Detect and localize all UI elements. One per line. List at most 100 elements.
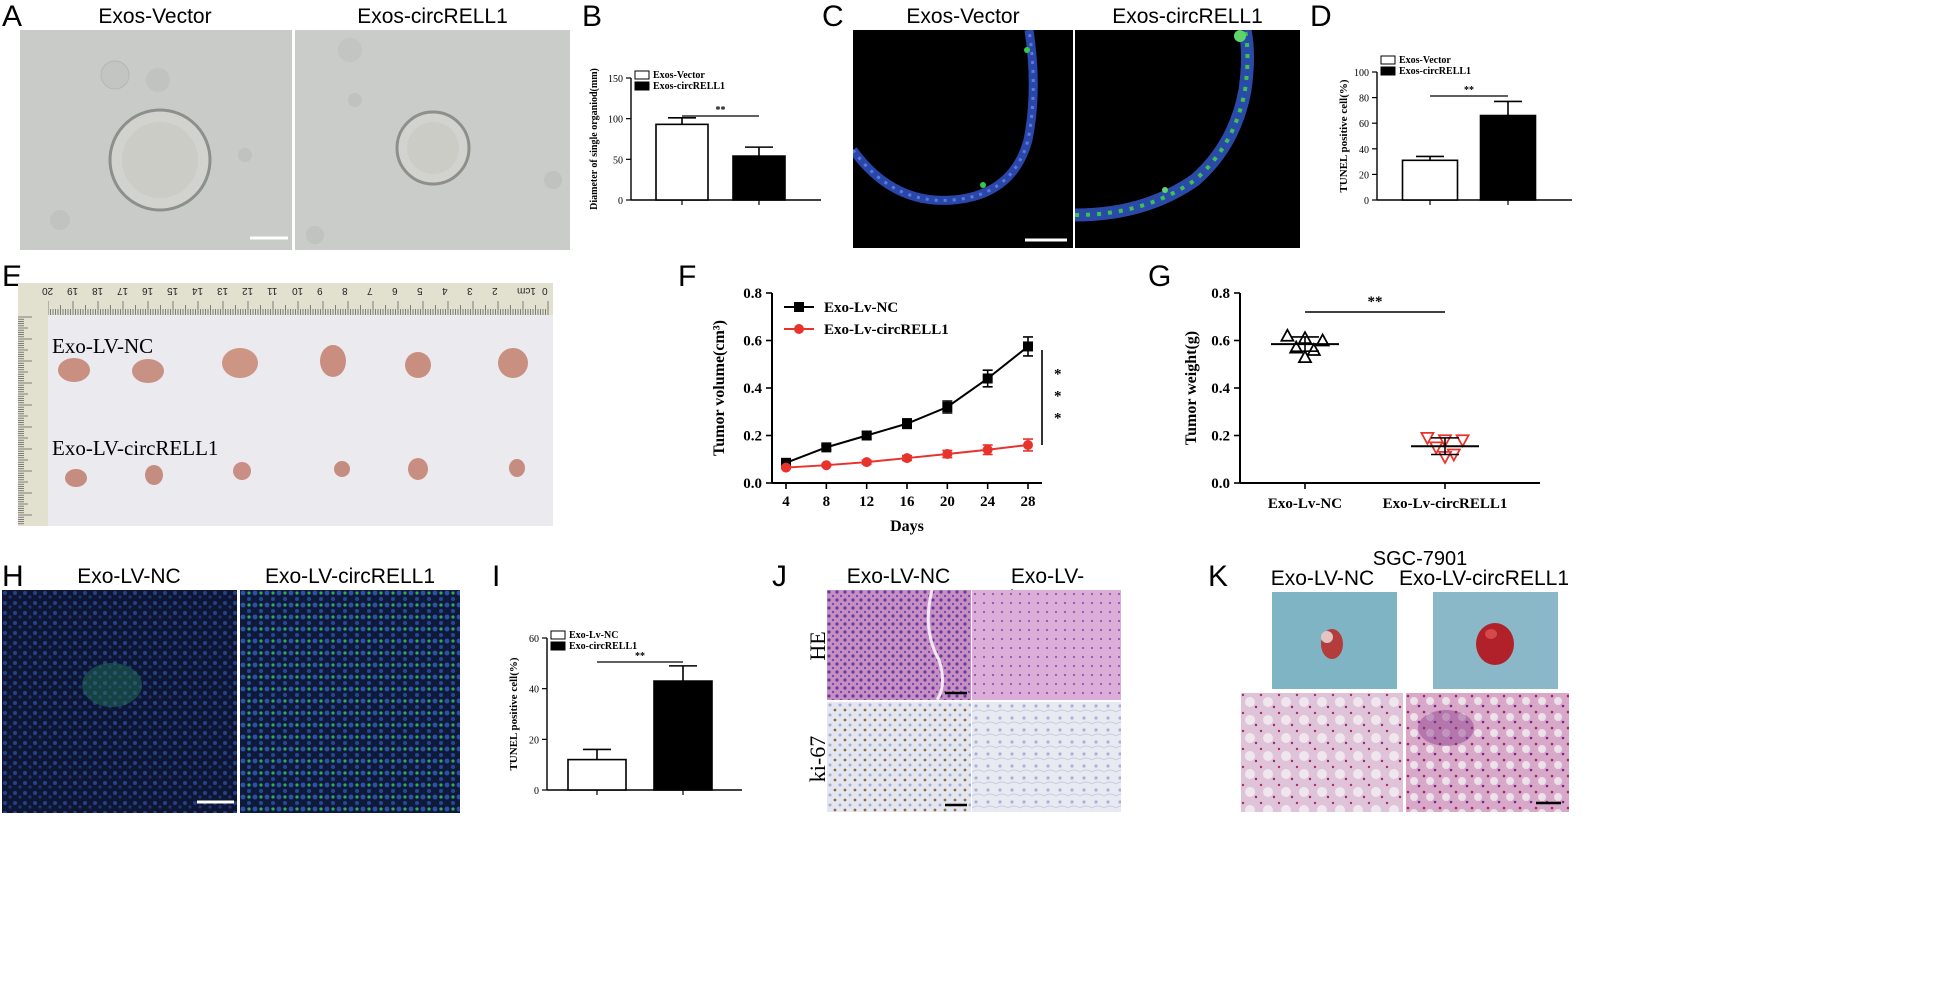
panel-label-i: I <box>492 560 501 593</box>
y-tick-label: 100 <box>608 115 623 126</box>
tunel-tumor-image-nc <box>2 590 237 813</box>
legend-label: Exos-circRELL1 <box>653 81 725 92</box>
y-tick-label: 40 <box>529 685 539 696</box>
ruler-number: 1cm <box>517 285 536 296</box>
panel-label-e: E <box>2 260 23 293</box>
panel-label-f: F <box>678 260 697 293</box>
bar-2 <box>732 155 786 201</box>
significance-marker: * <box>1054 367 1062 383</box>
y-tick-label: 50 <box>613 155 623 166</box>
data-point <box>861 430 872 441</box>
y-axis-label: Tumor weight(g) <box>1183 331 1200 445</box>
lung-he-image-nc <box>1241 693 1403 812</box>
legend-label: Exos-circRELL1 <box>1399 66 1471 77</box>
legend-swatch <box>550 630 566 640</box>
legend-label: Exo-Lv-NC <box>824 300 898 316</box>
y-tick-label: 0.2 <box>743 429 762 445</box>
chart-b: 0 50 100 150 Diameter of single organiod(mm)… <box>589 68 821 210</box>
legend-swatch <box>550 641 566 651</box>
data-point <box>781 462 791 473</box>
y-tick-label: 0 <box>534 786 539 797</box>
significance-marker: ** <box>1464 85 1474 96</box>
panel-k-left-title: Exo-LV-NC <box>1270 567 1375 590</box>
tunel-image-vector <box>853 30 1073 248</box>
legend-label: Exo-Lv-NC <box>569 630 618 641</box>
lung-he-image-circrell1 <box>1406 693 1569 812</box>
tunel-image-circrell1 <box>1075 30 1300 248</box>
ruler-number: 5 <box>417 285 423 296</box>
data-point <box>861 457 872 468</box>
lung-photo-circrell1 <box>1433 592 1558 689</box>
data-point <box>821 442 832 453</box>
panel-label-h: H <box>2 560 24 593</box>
y-tick-label: 0.2 <box>1211 429 1230 445</box>
x-tick-label: 8 <box>823 494 831 510</box>
x-tick-label: 28 <box>1021 494 1036 510</box>
x-axis-label: Days <box>890 518 924 535</box>
data-point <box>1306 342 1322 356</box>
y-tick-label: 0.6 <box>743 334 762 350</box>
ruler-number: 2 <box>492 285 498 296</box>
ruler-number: 14 <box>192 285 204 296</box>
y-tick-label: 0.8 <box>743 286 762 302</box>
data-point <box>1279 327 1295 342</box>
panel-label-b: B <box>582 0 603 33</box>
ruler-number: 12 <box>242 285 254 296</box>
data-point <box>1455 434 1471 449</box>
y-axis-label: TUNEL positive cell(%) <box>1338 79 1350 192</box>
tumor-photo: 20 19 18 17 16 15 14 13 12 11 10 9 8 7 6 5 4 3 2 1cm 0 Exo-L… <box>18 283 553 526</box>
significance-marker: ** <box>635 651 645 662</box>
ruler-number: 10 <box>292 285 304 296</box>
data-point <box>982 373 993 384</box>
data-point <box>902 418 912 429</box>
y-axis-label: TUNEL positive cell(%) <box>508 657 520 770</box>
y-tick-label: 0.4 <box>1211 381 1230 397</box>
y-axis-label: Diameter of single organiod(mm) <box>589 68 600 210</box>
y-tick-label: 150 <box>608 74 623 85</box>
ruler-number: 18 <box>92 285 104 296</box>
x-tick-label: 4 <box>782 494 790 510</box>
legend-label: Exo-circRELL1 <box>569 641 637 652</box>
data-point <box>982 444 993 455</box>
chart-f: 0.0 0.2 0.4 0.6 0.8 4 8 12 16 20 24 28 Days Tumor vol… <box>711 286 1062 535</box>
y-tick-label: 60 <box>529 634 539 645</box>
bar-2 <box>653 680 713 791</box>
panel-label-j: J <box>772 560 787 593</box>
data-point <box>1288 339 1304 354</box>
ruler-number: 0 <box>542 285 548 296</box>
organoid-image-vector <box>20 30 292 250</box>
y-tick-label: 20 <box>529 735 539 746</box>
bar-1 <box>655 123 709 201</box>
y-tick-label: 100 <box>1354 68 1369 79</box>
bar-1 <box>1401 159 1459 201</box>
panel-h-left-title: Exo-LV-NC <box>77 565 181 588</box>
ruler-number: 4 <box>442 285 448 296</box>
ruler-number: 7 <box>367 285 373 296</box>
data-point <box>1428 441 1444 456</box>
data-point <box>821 460 832 471</box>
panel-k-header: SGC-7901 <box>1372 548 1468 570</box>
y-tick-label: 0.0 <box>1211 476 1230 492</box>
he-image-circrell1 <box>972 590 1121 700</box>
chart-i: 0 20 40 60 TUNEL positive cell(%) ** Exo-Lv-NC… <box>508 630 742 797</box>
ruler-number: 20 <box>42 285 54 296</box>
y-tick-label: 0.0 <box>743 476 762 492</box>
panel-a-right-title: Exos-circRELL1 <box>357 5 508 28</box>
panel-label-k: K <box>1208 560 1229 593</box>
y-tick-label: 40 <box>1359 145 1369 156</box>
legend-label: Exo-Lv-circRELL1 <box>824 322 949 338</box>
ki67-image-circrell1 <box>972 702 1121 812</box>
y-tick-label: 20 <box>1359 170 1369 181</box>
chart-d: 0 20 40 60 80 100 TUNEL positive cell(%) ** Exos… <box>1338 55 1572 207</box>
x-tick-label: 24 <box>980 494 996 510</box>
x-tick-label: 20 <box>940 494 955 510</box>
legend-label: Exos-Vector <box>653 70 705 81</box>
y-tick-label: 0 <box>618 196 623 207</box>
panel-c-right-title: Exos-circRELL1 <box>1112 5 1263 28</box>
data-point <box>1023 440 1033 450</box>
he-image-nc <box>827 590 971 700</box>
ruler-number: 8 <box>342 285 348 296</box>
organoid-image-circrell1 <box>295 30 570 250</box>
ruler-number: 19 <box>67 285 79 296</box>
significance-marker: ** <box>1368 294 1383 310</box>
